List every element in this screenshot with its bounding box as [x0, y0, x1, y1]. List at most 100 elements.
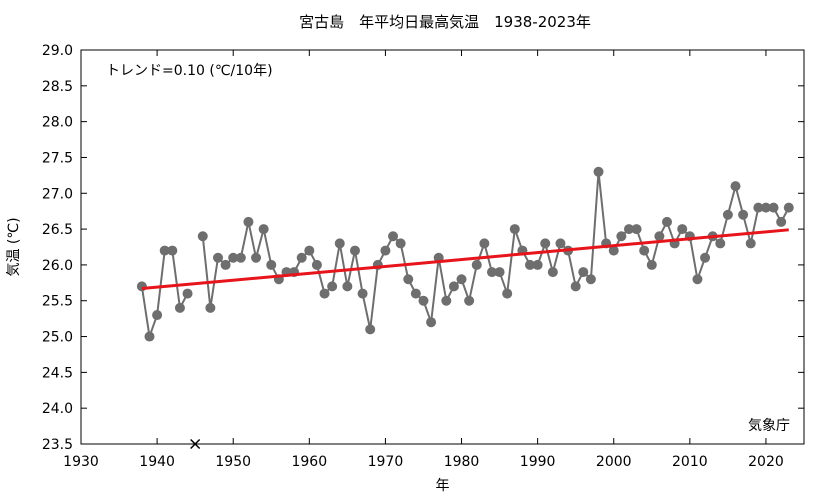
x-tick-label: 1930	[63, 454, 99, 470]
data-point	[730, 181, 741, 192]
chart-title: 宮古島 年平均日最高気温 1938-2023年	[299, 13, 591, 31]
data-point	[608, 245, 619, 256]
y-axis: 23.5 24.0 24.5 25.0 25.5 26.0 26.5 27.0 27.5 28.0…	[42, 43, 804, 453]
x-tick-label: 1970	[368, 454, 404, 470]
data-point	[258, 224, 269, 235]
y-tick-label: 27.5	[42, 150, 73, 166]
data-point	[251, 252, 262, 263]
y-tick-label: 25.5	[42, 294, 73, 310]
y-tick-label: 26.5	[42, 222, 73, 238]
y-tick-label: 25.0	[42, 330, 73, 346]
data-point	[776, 216, 787, 227]
x-tick-label: 2020	[748, 454, 784, 470]
data-point	[715, 238, 726, 249]
y-axis-title: 気温 (℃)	[6, 217, 22, 276]
data-point	[540, 238, 551, 249]
series-line	[140, 249, 189, 337]
data-point	[631, 224, 642, 235]
x-tick-label: 2000	[596, 454, 632, 470]
data-point	[212, 252, 223, 263]
data-point	[205, 302, 216, 313]
data-point	[479, 238, 490, 249]
data-point	[311, 259, 322, 270]
data-point	[144, 331, 155, 342]
data-point	[136, 281, 147, 292]
y-tick-label: 28.5	[42, 79, 73, 95]
data-point	[585, 274, 596, 285]
series-line	[201, 171, 790, 330]
data-point	[783, 202, 794, 213]
data-point	[502, 288, 513, 299]
x-tick-label: 1980	[444, 454, 480, 470]
trend-annotation: トレンド=0.10 (℃/10年)	[106, 63, 273, 79]
data-point	[327, 281, 338, 292]
data-point	[646, 259, 657, 270]
data-point	[593, 166, 604, 177]
data-point	[616, 231, 627, 242]
data-point	[654, 231, 665, 242]
data-point	[357, 288, 368, 299]
x-tick-label: 2010	[672, 454, 708, 470]
data-point	[403, 274, 414, 285]
data-point	[380, 245, 391, 256]
x-tick-label: 1950	[215, 454, 251, 470]
y-tick-label: 23.5	[42, 437, 73, 453]
data-point	[410, 288, 421, 299]
data-point	[174, 302, 185, 313]
data-point	[722, 209, 733, 220]
data-point	[662, 216, 673, 227]
data-point	[349, 245, 360, 256]
data-point	[623, 224, 634, 235]
x-tick-label: 1960	[291, 454, 327, 470]
data-point	[418, 295, 429, 306]
trend-line	[141, 228, 789, 291]
data-point	[228, 252, 239, 263]
data-point	[547, 267, 558, 278]
data-point	[334, 238, 345, 249]
data-point	[509, 224, 520, 235]
data-point	[525, 259, 536, 270]
x-tick-label: 1940	[139, 454, 175, 470]
data-point	[296, 252, 307, 263]
data-point	[570, 281, 581, 292]
data-point	[167, 245, 178, 256]
missing-marker-layer	[190, 438, 201, 450]
data-point	[738, 209, 749, 220]
data-point	[578, 267, 589, 278]
data-point	[677, 224, 688, 235]
data-point	[448, 281, 459, 292]
data-point	[388, 231, 399, 242]
missing-marker	[190, 438, 201, 450]
data-point	[197, 231, 208, 242]
data-point	[745, 238, 756, 249]
y-tick-label: 24.5	[42, 365, 73, 381]
data-point	[235, 252, 246, 263]
data-point	[220, 259, 231, 270]
data-point	[494, 267, 505, 278]
y-tick-label: 27.0	[42, 186, 73, 202]
data-point	[532, 259, 543, 270]
data-point	[441, 295, 452, 306]
data-point	[304, 245, 315, 256]
data-point	[426, 317, 437, 328]
data-point	[365, 324, 376, 335]
data-point	[471, 259, 482, 270]
data-point	[152, 310, 163, 321]
x-axis-title: 年	[436, 478, 450, 494]
data-point	[456, 274, 467, 285]
y-tick-label: 24.0	[42, 401, 73, 417]
data-point	[243, 216, 254, 227]
data-point	[342, 281, 353, 292]
data-point	[768, 202, 779, 213]
x-tick-label: 1990	[520, 454, 556, 470]
data-point	[159, 245, 170, 256]
data-point	[395, 238, 406, 249]
y-tick-label: 26.0	[42, 258, 73, 274]
data-point	[319, 288, 330, 299]
y-tick-label: 29.0	[42, 43, 73, 59]
x-axis: 1930 1940 1950 1960 1970 1980 1990 2000 2010 2020	[63, 50, 784, 470]
data-point	[464, 295, 475, 306]
data-point	[753, 202, 764, 213]
plot-frame	[80, 49, 805, 445]
